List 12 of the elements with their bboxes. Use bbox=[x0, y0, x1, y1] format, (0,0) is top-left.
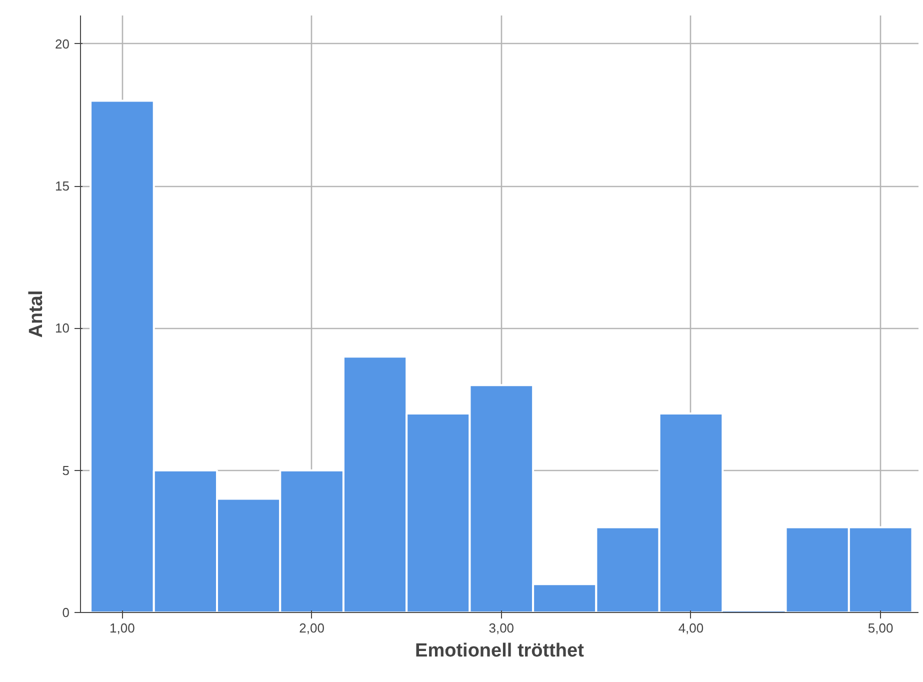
x-axis-title: Emotionell trötthet bbox=[415, 640, 585, 662]
x-tick-label: 2,00 bbox=[299, 620, 324, 636]
y-tick-label: 10 bbox=[55, 320, 70, 336]
x-tick-label: 1,00 bbox=[110, 620, 135, 636]
y-tick-label: 15 bbox=[55, 178, 70, 194]
y-tick-label: 20 bbox=[55, 36, 70, 52]
y-tick-label: 0 bbox=[62, 605, 70, 620]
x-tick-label: 5,00 bbox=[868, 620, 894, 636]
x-tick-label: 3,00 bbox=[488, 620, 514, 636]
y-axis-title: Antal bbox=[26, 290, 48, 338]
x-tick-label: 4,00 bbox=[678, 620, 704, 636]
y-tick-label: 5 bbox=[62, 462, 70, 478]
